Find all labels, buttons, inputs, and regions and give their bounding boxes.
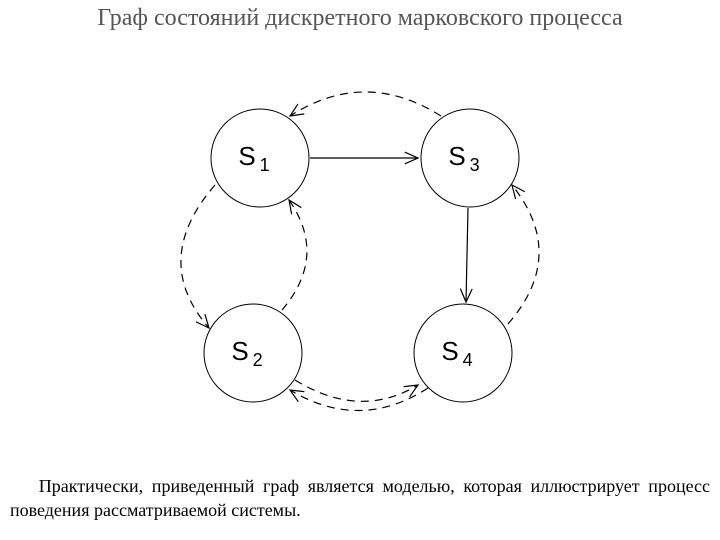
edge-S2-S1 bbox=[282, 200, 307, 310]
edge-S3-S1 bbox=[290, 92, 441, 116]
caption-text: Практически, приведенный граф является м… bbox=[10, 475, 710, 522]
edge-S2-S4 bbox=[295, 380, 418, 401]
graph-svg: S1S2S3S4 bbox=[0, 70, 720, 455]
page: Граф состояний дискретного марковского п… bbox=[0, 0, 720, 540]
arrow-head bbox=[512, 185, 524, 199]
page-title: Граф состояний дискретного марковского п… bbox=[0, 4, 720, 33]
edge-S3-S4 bbox=[466, 208, 468, 302]
markov-graph-diagram: S1S2S3S4 bbox=[0, 70, 720, 455]
edge-S4-S3 bbox=[508, 185, 539, 324]
edge-S1-S2 bbox=[181, 185, 215, 328]
